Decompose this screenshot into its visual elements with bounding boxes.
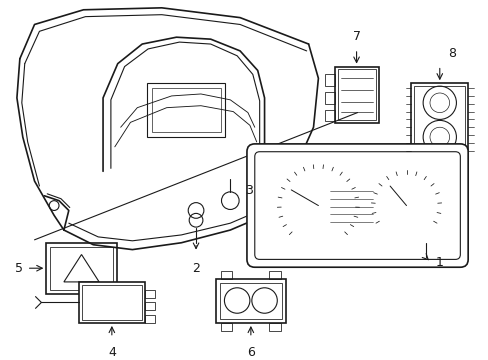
Bar bbox=[215, 279, 285, 323]
Circle shape bbox=[271, 158, 365, 253]
Text: 6: 6 bbox=[246, 346, 254, 359]
Bar bbox=[147, 83, 225, 137]
Bar bbox=[46, 243, 117, 294]
Circle shape bbox=[313, 201, 323, 211]
Circle shape bbox=[272, 231, 295, 255]
FancyBboxPatch shape bbox=[246, 144, 467, 267]
Bar bbox=[325, 92, 334, 104]
Bar bbox=[219, 283, 282, 319]
Bar bbox=[327, 184, 374, 225]
Circle shape bbox=[402, 202, 409, 210]
Bar bbox=[269, 323, 281, 331]
Text: 7: 7 bbox=[352, 30, 360, 43]
Bar bbox=[145, 315, 155, 323]
Bar bbox=[337, 69, 375, 120]
Bar bbox=[334, 67, 378, 123]
Bar bbox=[50, 247, 113, 290]
Bar bbox=[145, 290, 155, 298]
Text: 5: 5 bbox=[15, 262, 23, 275]
Bar bbox=[325, 75, 334, 86]
Bar bbox=[220, 323, 232, 331]
Text: 1: 1 bbox=[435, 256, 443, 269]
Bar bbox=[81, 285, 142, 320]
Bar bbox=[145, 302, 155, 310]
Bar bbox=[152, 88, 220, 132]
Bar bbox=[325, 110, 334, 121]
Text: 4: 4 bbox=[108, 346, 116, 359]
Text: 8: 8 bbox=[447, 47, 456, 60]
Bar bbox=[410, 83, 467, 157]
Text: 3: 3 bbox=[244, 184, 252, 197]
Bar bbox=[79, 282, 145, 323]
Circle shape bbox=[365, 165, 447, 247]
Bar bbox=[413, 86, 464, 154]
Bar bbox=[269, 271, 281, 279]
Bar bbox=[220, 271, 232, 279]
Text: 2: 2 bbox=[192, 262, 200, 275]
